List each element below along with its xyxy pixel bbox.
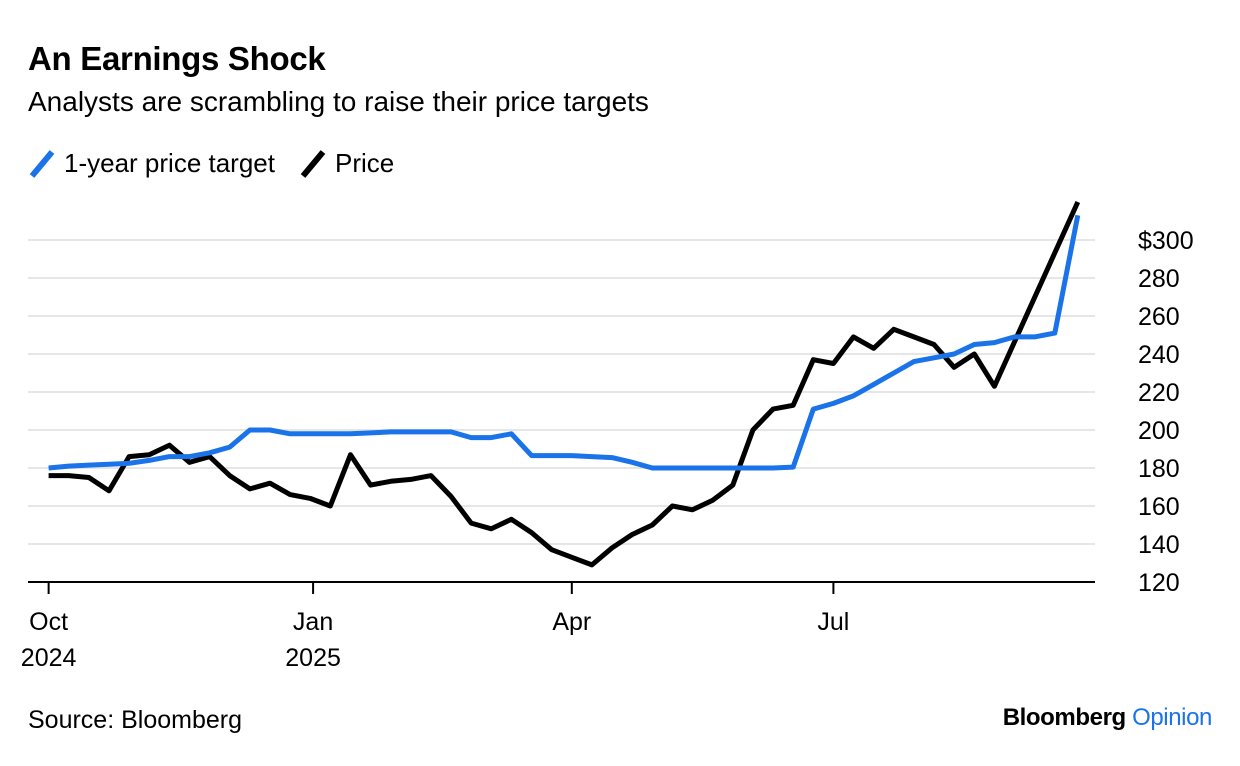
series-line-price: [48, 200, 1081, 568]
grid-lines: [28, 239, 1095, 545]
x-tick-label: Jul: [817, 608, 849, 636]
brand-suffix: Opinion: [1132, 704, 1212, 731]
y-tick-label: 260: [1138, 303, 1180, 331]
series-line-target: [48, 214, 1081, 471]
brand-name: Bloomberg: [1002, 704, 1126, 731]
x-tick-label: Apr: [552, 608, 591, 636]
legend: 1-year price target Price: [28, 146, 418, 180]
y-tick-label: 200: [1138, 417, 1180, 445]
y-tick-label: 220: [1138, 379, 1180, 407]
y-tick-label: 160: [1138, 493, 1180, 521]
source-note: Source: Bloomberg: [28, 706, 243, 734]
x-tick-year-label: 2025: [285, 644, 341, 672]
chart-subtitle: Analysts are scrambling to raise their p…: [28, 86, 649, 117]
y-tick-label: 180: [1138, 455, 1180, 483]
y-tick-label: 240: [1138, 341, 1180, 369]
y-tick-label: 140: [1138, 531, 1180, 559]
y-tick-label: 280: [1138, 265, 1180, 293]
legend-swatch-price: [300, 150, 326, 178]
x-tick-year-label: 2024: [21, 644, 77, 672]
series-lines: [48, 200, 1081, 568]
y-tick-label: $300: [1138, 227, 1194, 255]
x-axis: Oct 2024 Jan 2025 Apr Jul: [21, 581, 1095, 672]
legend-label-target: 1-year price target: [64, 147, 275, 178]
legend-swatch-target: [29, 150, 55, 178]
legend-item-target: 1-year price target: [28, 146, 275, 180]
x-tick-label: Jan: [293, 608, 333, 636]
legend-item-price: Price: [299, 146, 394, 180]
chart-title: An Earnings Shock: [28, 40, 326, 77]
y-axis-ticks: 120 140 160 180 200 220 240 260 280 $300: [1138, 227, 1194, 597]
brand-logo: Bloomberg Opinion: [1002, 704, 1213, 732]
legend-label-price: Price: [334, 147, 395, 178]
y-tick-label: 120: [1138, 569, 1180, 597]
x-tick-label: Oct: [29, 608, 68, 636]
